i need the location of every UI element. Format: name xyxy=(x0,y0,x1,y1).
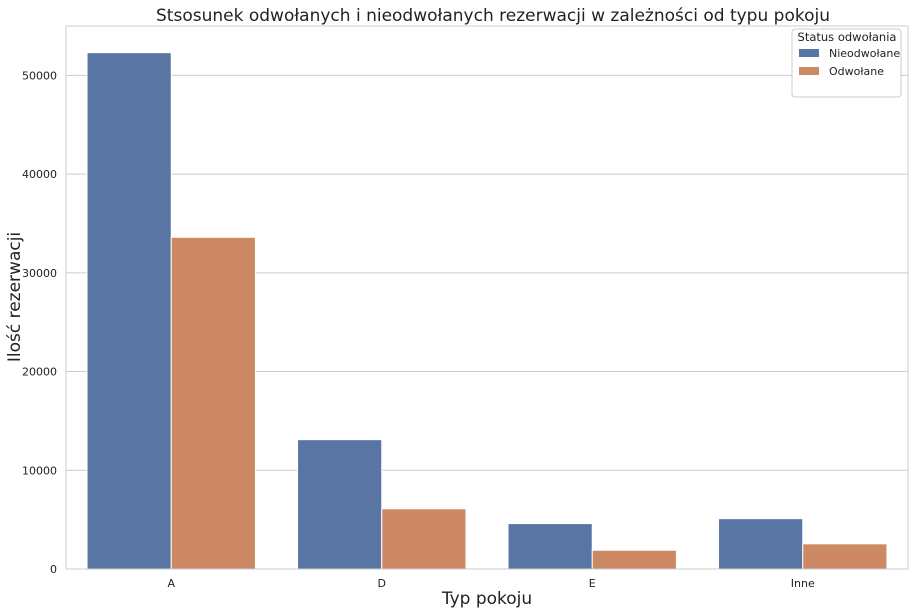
y-tick-label-0: 0 xyxy=(50,563,57,576)
y-tick-label-4: 40000 xyxy=(22,168,57,181)
legend: Status odwołania Nieodwołane Odwołane xyxy=(791,28,902,98)
y-axis-ticks: 0 10000 20000 30000 40000 50000 xyxy=(22,69,57,576)
bar-e-nieodwolane xyxy=(507,523,593,570)
x-tick-label-d: D xyxy=(378,577,386,590)
bars xyxy=(86,52,888,570)
legend-title: Status odwołania xyxy=(798,30,897,44)
bar-d-nieodwolane xyxy=(297,439,383,570)
legend-label-odwolane: Odwołane xyxy=(829,65,884,78)
y-tick-label-2: 20000 xyxy=(22,366,57,379)
x-tick-label-inne: Inne xyxy=(791,577,815,590)
legend-swatch-odwolane xyxy=(799,67,819,75)
plot-frame xyxy=(65,25,909,570)
legend-swatch-nieodwolane xyxy=(799,49,819,57)
bar-inne-odwolane xyxy=(802,543,888,570)
x-tick-label-a: A xyxy=(167,577,175,590)
y-tick-label-3: 30000 xyxy=(22,267,57,280)
bar-a-nieodwolane xyxy=(86,52,172,570)
x-tick-label-e: E xyxy=(589,577,596,590)
x-axis-label: Typ pokoju xyxy=(441,589,532,609)
bar-d-odwolane xyxy=(381,508,467,570)
bar-a-odwolane xyxy=(170,236,256,570)
legend-label-nieodwolane: Nieodwołane xyxy=(829,47,900,60)
bar-inne-nieodwolane xyxy=(718,518,804,570)
y-tick-label-1: 10000 xyxy=(22,464,57,477)
chart-title: Stsosunek odwołanych i nieodwołanych rez… xyxy=(156,6,830,26)
x-axis-ticks: A D E Inne xyxy=(167,577,814,590)
y-tick-label-5: 50000 xyxy=(22,69,57,82)
legend-box xyxy=(791,28,902,98)
bar-e-odwolane xyxy=(591,549,677,570)
y-axis-label: Ilość rezerwacji xyxy=(5,232,25,362)
